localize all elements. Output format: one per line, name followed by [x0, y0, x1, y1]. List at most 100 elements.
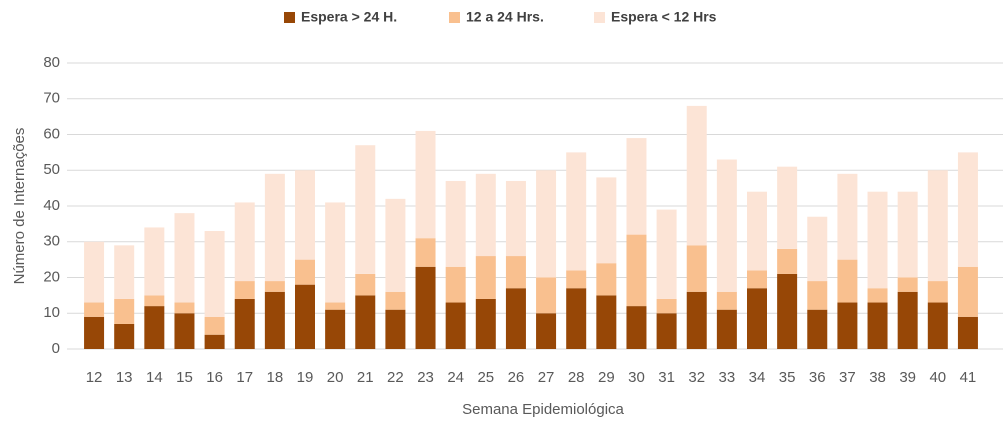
bar-segment	[927, 302, 948, 349]
bar-segment	[385, 198, 406, 292]
x-tick-label: 12	[86, 369, 103, 386]
bar-segment	[867, 302, 888, 349]
bar-segment	[505, 256, 526, 289]
y-tick-label: 0	[52, 340, 60, 357]
bar-segment	[747, 191, 767, 271]
bar-segment	[596, 177, 617, 264]
bar-segment	[264, 291, 285, 349]
x-tick-label: 32	[688, 369, 705, 386]
bar-segment	[867, 191, 888, 289]
x-tick-label: 21	[357, 369, 374, 386]
bar-segment	[114, 245, 135, 299]
y-tick-label: 80	[43, 54, 60, 71]
x-tick-label: 35	[779, 369, 796, 386]
bar-segment	[596, 295, 617, 349]
bar-segment	[174, 302, 195, 314]
legend-label: 12 a 24 Hrs.	[466, 9, 544, 25]
x-tick-label: 24	[447, 369, 464, 386]
bar-segment	[84, 316, 105, 349]
bar-segment	[204, 334, 225, 349]
bar-segment	[144, 295, 165, 307]
y-tick-label: 10	[43, 304, 60, 321]
bar-segment	[264, 173, 285, 282]
bar-segment	[295, 259, 315, 285]
bar-segment	[325, 202, 346, 303]
bar-segment	[536, 170, 557, 278]
bar-segment	[264, 281, 285, 292]
bar-segment	[626, 306, 647, 349]
x-tick-label: 30	[628, 369, 645, 386]
x-tick-label: 17	[236, 369, 253, 386]
bar-segment	[355, 295, 376, 349]
bar-segment	[325, 302, 346, 310]
bar-segment	[445, 180, 466, 267]
bar-segment	[566, 288, 587, 349]
bar-segment	[144, 306, 165, 349]
bar-segment	[656, 298, 677, 314]
y-tick-label: 30	[43, 233, 60, 250]
x-tick-label: 39	[899, 369, 916, 386]
x-tick-label: 14	[146, 369, 163, 386]
x-tick-label: 15	[176, 369, 193, 386]
bar-segment	[204, 231, 225, 317]
bar-segment	[536, 313, 557, 349]
x-tick-label: 23	[417, 369, 434, 386]
y-tick-label: 60	[43, 125, 60, 142]
bar-segment	[686, 245, 707, 292]
bar-segment	[897, 277, 918, 292]
bar-segment	[716, 291, 737, 310]
bar-segment	[295, 284, 315, 349]
x-tick-label: 40	[929, 369, 946, 386]
bar-segment	[445, 302, 466, 349]
bar-segment	[807, 309, 828, 349]
x-tick-label: 19	[297, 369, 314, 386]
legend-label: Espera < 12 Hrs	[611, 9, 717, 25]
y-axis-label: Número de Internações	[11, 128, 28, 285]
x-tick-label: 36	[809, 369, 826, 386]
bar-segment	[777, 166, 798, 249]
bar-segment	[174, 213, 195, 303]
bar-segment	[837, 259, 858, 303]
bar-segment	[927, 170, 948, 282]
x-tick-label: 31	[658, 369, 675, 386]
bar-segment	[445, 266, 466, 303]
bar-segment	[957, 152, 978, 267]
bar-segment	[355, 145, 376, 274]
bar-segment	[415, 266, 436, 349]
bar-segment	[84, 302, 105, 317]
bar-segment	[566, 152, 587, 271]
bar-segment	[415, 238, 436, 267]
bar-segment	[867, 288, 888, 303]
bar-segment	[325, 309, 346, 349]
bar-segment	[204, 316, 225, 335]
bar-segment	[656, 313, 677, 349]
bar-segment	[837, 173, 858, 260]
bar-segment	[385, 309, 406, 349]
x-tick-label: 28	[568, 369, 585, 386]
bar-segment	[626, 138, 647, 235]
bar-segment	[686, 105, 707, 246]
bar-segment	[234, 202, 255, 282]
bar-segment	[897, 291, 918, 349]
bar-segment	[475, 298, 496, 349]
bar-segment	[566, 270, 587, 289]
y-tick-label: 70	[43, 90, 60, 107]
legend-label: Espera > 24 H.	[301, 9, 397, 25]
legend-swatch	[284, 12, 295, 23]
bar-segment	[114, 298, 135, 324]
bar-segment	[475, 256, 496, 299]
bar-segment	[505, 288, 526, 349]
legend-swatch	[449, 12, 460, 23]
bar-segment	[957, 316, 978, 349]
bar-segment	[596, 263, 617, 296]
bar-segment	[807, 216, 828, 282]
bar-segment	[505, 180, 526, 257]
bar-segment	[355, 273, 376, 296]
bar-segment	[174, 313, 195, 349]
x-tick-label: 22	[387, 369, 404, 386]
bar-segment	[927, 281, 948, 303]
bar-segment	[385, 291, 406, 310]
bar-segment	[656, 209, 677, 299]
bar-segment	[84, 241, 105, 303]
